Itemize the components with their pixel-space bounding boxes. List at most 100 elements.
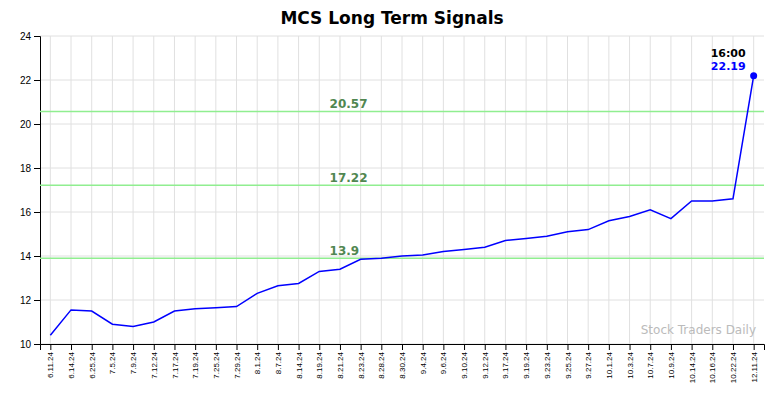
x-tick: 10.1.24 bbox=[605, 344, 614, 379]
x-tick-mark bbox=[485, 344, 486, 350]
grid-line-x bbox=[112, 36, 113, 344]
grid bbox=[40, 36, 764, 344]
x-tick-label: 9.4.24 bbox=[419, 351, 428, 374]
x-tick-label: 9.25.24 bbox=[564, 351, 573, 378]
y-tick: 16 bbox=[20, 207, 40, 218]
x-tick-label: 8.19.24 bbox=[315, 351, 324, 378]
x-tick: 7.5.24 bbox=[108, 344, 117, 374]
x-tick-mark bbox=[278, 344, 279, 350]
x-tick-mark bbox=[526, 344, 527, 350]
x-tick: 7.29.24 bbox=[233, 344, 242, 379]
x-tick-mark bbox=[692, 344, 693, 350]
x-tick-mark bbox=[630, 344, 631, 350]
grid-line-x bbox=[236, 36, 237, 344]
x-tick-label: 10.14.24 bbox=[688, 351, 697, 383]
y-tick-label: 18 bbox=[20, 163, 32, 174]
x-tick-mark bbox=[712, 344, 713, 350]
grid-line-x bbox=[339, 36, 340, 344]
grid-line-x bbox=[215, 36, 216, 344]
x-tick-label: 10.9.24 bbox=[667, 351, 676, 378]
x-tick-mark bbox=[154, 344, 155, 350]
x-tick-label: 10.7.24 bbox=[646, 351, 655, 378]
x-tick-label: 8.23.24 bbox=[357, 351, 366, 378]
x-tick: 8.21.24 bbox=[336, 344, 345, 379]
signal-label: 20.57 bbox=[330, 97, 368, 111]
x-tick-label: 10.3.24 bbox=[626, 351, 635, 378]
x-tick: 9.19.24 bbox=[522, 344, 531, 379]
x-tick-mark bbox=[402, 344, 403, 350]
x-tick: 12.11.24 bbox=[750, 344, 759, 383]
plot: 10121416182022246.11.246.14.246.25.247.5… bbox=[20, 31, 765, 383]
y-tick-mark bbox=[34, 36, 40, 37]
x-tick-mark bbox=[92, 344, 93, 350]
x-tick-mark bbox=[133, 344, 134, 350]
y-tick-label: 14 bbox=[20, 251, 32, 262]
x-tick: 8.14.24 bbox=[295, 344, 304, 379]
x-tick-mark bbox=[340, 344, 341, 350]
grid-line-x bbox=[484, 36, 485, 344]
x-tick-mark bbox=[112, 344, 113, 350]
x-tick-label: 8.30.24 bbox=[398, 351, 407, 378]
x-tick-label: 7.17.24 bbox=[171, 351, 180, 378]
x-tick: 10.16.24 bbox=[708, 344, 717, 383]
x-tick: 8.1.24 bbox=[253, 344, 262, 374]
x-tick-mark bbox=[588, 344, 589, 350]
x-tick-mark bbox=[443, 344, 444, 350]
x-tick: 9.25.24 bbox=[564, 344, 573, 379]
x-tick: 9.10.24 bbox=[460, 344, 469, 379]
x-tick-mark bbox=[257, 344, 258, 350]
y-tick-mark bbox=[34, 124, 40, 125]
x-tick: 8.7.24 bbox=[274, 344, 283, 374]
x-tick-label: 7.25.24 bbox=[212, 351, 221, 378]
x-tick-label: 8.1.24 bbox=[253, 351, 262, 374]
annotation: 16:00 bbox=[711, 47, 746, 60]
x-axis-line bbox=[41, 345, 765, 351]
y-tick-mark bbox=[34, 344, 40, 345]
y-axis: 1012141618202224 bbox=[20, 31, 41, 350]
x-tick: 9.17.24 bbox=[501, 344, 510, 379]
x-tick-label: 9.19.24 bbox=[522, 351, 531, 378]
signal-label: 17.22 bbox=[330, 171, 368, 185]
x-tick-label: 8.28.24 bbox=[377, 351, 386, 378]
grid-line-x bbox=[608, 36, 609, 344]
labels: 13.917.2220.57Stock Traders Daily16:0022… bbox=[330, 47, 756, 337]
y-tick-mark bbox=[34, 80, 40, 81]
x-tick-label: 7.29.24 bbox=[233, 351, 242, 378]
x-tick: 8.23.24 bbox=[357, 344, 366, 379]
x-tick-mark bbox=[50, 344, 51, 350]
x-tick-label: 7.19.24 bbox=[191, 351, 200, 378]
y-tick: 22 bbox=[20, 75, 40, 86]
grid-line-x bbox=[505, 36, 506, 344]
grid-line-x bbox=[526, 36, 527, 344]
y-tick-label: 10 bbox=[20, 339, 32, 350]
grid-line-x bbox=[732, 36, 733, 344]
grid-line-x bbox=[277, 36, 278, 344]
grid-line-x bbox=[650, 36, 651, 344]
chart: 10121416182022246.11.246.14.246.25.247.5… bbox=[0, 0, 784, 398]
x-tick-label: 7.5.24 bbox=[108, 351, 117, 374]
x-tick: 10.7.24 bbox=[646, 344, 655, 379]
grid-line-x bbox=[381, 36, 382, 344]
x-tick-mark bbox=[733, 344, 734, 350]
x-tick-label: 9.17.24 bbox=[501, 351, 510, 378]
x-tick: 10.9.24 bbox=[667, 344, 676, 379]
x-tick-mark bbox=[71, 344, 72, 350]
grid-line-x bbox=[402, 36, 403, 344]
x-tick-mark bbox=[505, 344, 506, 350]
y-tick-label: 16 bbox=[20, 207, 32, 218]
x-tick-mark bbox=[464, 344, 465, 350]
grid-line-x bbox=[670, 36, 671, 344]
grid-line-x bbox=[91, 36, 92, 344]
y-tick: 18 bbox=[20, 163, 40, 174]
grid-line-x bbox=[422, 36, 423, 344]
x-tick: 6.14.24 bbox=[67, 344, 76, 379]
x-tick-mark bbox=[423, 344, 424, 350]
x-tick: 10.3.24 bbox=[626, 344, 635, 379]
x-tick-mark bbox=[237, 344, 238, 350]
x-tick-label: 10.22.24 bbox=[729, 351, 738, 383]
y-tick-mark bbox=[34, 300, 40, 301]
title: MCS Long Term Signals bbox=[280, 8, 503, 28]
x-tick-label: 10.1.24 bbox=[605, 351, 614, 378]
x-tick: 9.6.24 bbox=[439, 344, 448, 374]
y-tick-label: 24 bbox=[20, 31, 32, 42]
